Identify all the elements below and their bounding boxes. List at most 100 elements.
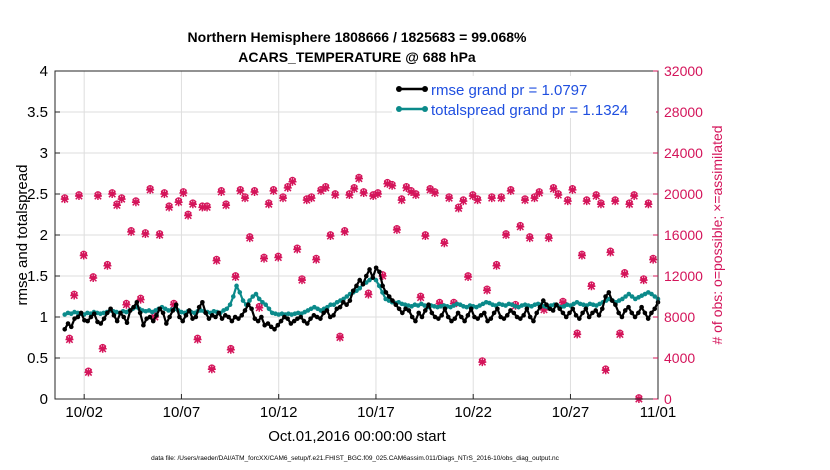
obs-assimilated-marker [241, 194, 250, 203]
rmse-point [154, 313, 159, 318]
obs-assimilated-marker [331, 191, 340, 200]
obs-assimilated-marker [502, 231, 511, 239]
rmse-point [278, 318, 284, 324]
obs-assimilated-marker [297, 276, 306, 285]
obs-assimilated-marker [630, 192, 639, 201]
obs-assimilated-marker [392, 225, 401, 234]
rmse-point [68, 324, 74, 330]
rmse-point [583, 306, 589, 312]
obs-assimilated-marker [497, 194, 506, 203]
obs-assimilated-marker [369, 192, 378, 201]
obs-assimilated-marker [98, 344, 107, 353]
rmse-point [226, 314, 231, 320]
rmse-point [62, 327, 68, 332]
obs-assimilated-marker [65, 335, 74, 344]
right-tick-label: 28000 [664, 104, 703, 120]
rmse-point [105, 310, 110, 316]
rmse-point [606, 290, 612, 295]
obs-assimilated-marker [407, 187, 416, 196]
obs-assimilated-marker [492, 261, 501, 270]
obs-assimilated-marker [473, 196, 482, 205]
rmse-point [645, 316, 651, 321]
rmse-point [91, 311, 97, 317]
rmse-point [137, 310, 143, 316]
rmse-point [508, 308, 513, 313]
x-tick-label: 10/22 [454, 404, 492, 421]
rmse-point [193, 314, 199, 320]
obs-assimilated-marker [354, 174, 363, 183]
right-tick-label: 0 [664, 391, 672, 407]
rmse-point [465, 313, 471, 318]
rmse-point [580, 310, 585, 316]
rmse-point [373, 265, 379, 271]
rmse-point [219, 316, 225, 321]
obs-assimilated-marker [530, 194, 539, 203]
obs-assimilated-marker [231, 273, 240, 282]
obs-assimilated-marker [193, 335, 202, 344]
right-tick-label: 24000 [664, 145, 703, 161]
obs-assimilated-marker [93, 192, 102, 201]
rmse-point [629, 310, 635, 316]
totalspread-point [376, 283, 382, 289]
rmse-point [275, 322, 281, 328]
totalspread-point [234, 283, 239, 289]
rmse-point [622, 308, 628, 313]
right-tick-label: 16000 [664, 227, 703, 243]
rmse-point [439, 313, 444, 318]
rmse-point [213, 314, 218, 320]
rmse-point [121, 314, 127, 320]
obs-assimilated-marker [582, 197, 591, 206]
rmse-point [452, 316, 458, 321]
totalspread-point [620, 296, 625, 302]
obs-assimilated-marker [222, 201, 231, 210]
rmse-point [347, 298, 353, 303]
rmse-point [141, 322, 146, 328]
rmse-point [590, 310, 595, 316]
obs-assimilated-marker [169, 300, 178, 309]
obs-assimilated-marker [302, 196, 311, 205]
rmse-point [239, 313, 245, 318]
rmse-point [65, 321, 71, 326]
obs-assimilated-marker [146, 185, 155, 194]
rmse-point [632, 314, 638, 320]
totalspread-point [250, 294, 256, 299]
rmse-point [626, 304, 631, 310]
rmse-point [518, 316, 523, 321]
rmse-point [170, 308, 176, 313]
obs-assimilated-marker [245, 234, 254, 243]
rmse-point [613, 302, 618, 308]
rmse-point [186, 308, 192, 313]
data-file-footer: data file: /Users/raeder/DAI/ATM_forcXX/… [151, 455, 560, 462]
rmse-point [422, 308, 428, 313]
right-tick-label: 20000 [664, 186, 703, 202]
right-tick-label: 4000 [664, 350, 695, 366]
obs-assimilated-marker [188, 200, 197, 209]
rmse-point [442, 306, 448, 312]
rmse-point [75, 314, 81, 320]
right-tick-label: 12000 [664, 268, 703, 284]
rmse-point [554, 302, 559, 308]
rmse-point [599, 306, 605, 312]
obs-assimilated-marker [568, 185, 577, 194]
y-axis-right-label: # of obs: o=possible; ×=assimilated [709, 125, 725, 344]
obs-assimilated-marker [283, 183, 292, 192]
obs-assimilated-marker [649, 255, 658, 264]
obs-assimilated-marker [160, 190, 169, 198]
obs-assimilated-marker [639, 276, 648, 285]
rmse-point [288, 321, 294, 326]
rmse-point [511, 310, 517, 316]
rmse-point [88, 314, 94, 320]
totalspread-point [263, 302, 269, 308]
rmse-point [298, 314, 304, 320]
rmse-point [380, 283, 385, 289]
left-tick-label: 0.5 [27, 350, 48, 367]
rmse-point [577, 316, 582, 321]
rmse-point [321, 310, 326, 316]
totalspread-point [256, 296, 262, 302]
rmse-point [652, 306, 658, 312]
left-tick-label: 2 [40, 227, 48, 244]
obs-assimilated-marker [260, 254, 269, 263]
rmse-point [111, 313, 117, 318]
rmse-point [252, 316, 258, 321]
